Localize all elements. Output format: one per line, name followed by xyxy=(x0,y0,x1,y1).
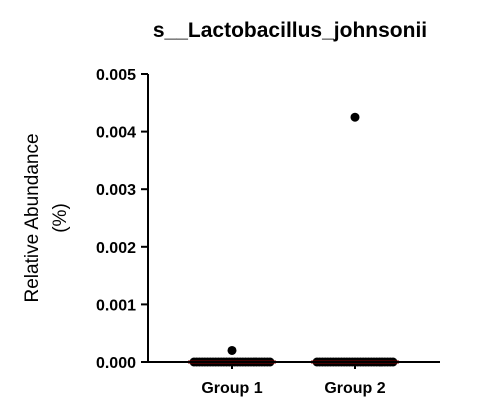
y-tick-label: 0.001 xyxy=(96,297,136,314)
y-tick-label: 0.000 xyxy=(96,355,136,372)
data-points xyxy=(190,113,398,367)
y-axis-title-line1: Relative Abundance xyxy=(22,133,43,302)
x-axis: Group 1 Group 2 xyxy=(201,362,385,397)
y-tick-label: 0.003 xyxy=(96,182,136,199)
chart-title: s__Lactobacillus_johnsonii xyxy=(153,19,427,42)
x-tick-label: Group 2 xyxy=(324,380,385,397)
y-axis: 0.000 0.001 0.002 0.003 0.004 0.005 xyxy=(96,67,148,372)
y-axis-title-line2: (%) xyxy=(50,203,71,233)
x-tick-label: Group 1 xyxy=(201,380,262,397)
y-tick-label: 0.005 xyxy=(96,67,136,84)
y-tick-label: 0.004 xyxy=(96,125,136,142)
data-point xyxy=(228,346,237,355)
y-axis-title: Relative Abundance (%) xyxy=(22,133,71,302)
data-point xyxy=(351,113,360,122)
y-tick-label: 0.002 xyxy=(96,240,136,257)
